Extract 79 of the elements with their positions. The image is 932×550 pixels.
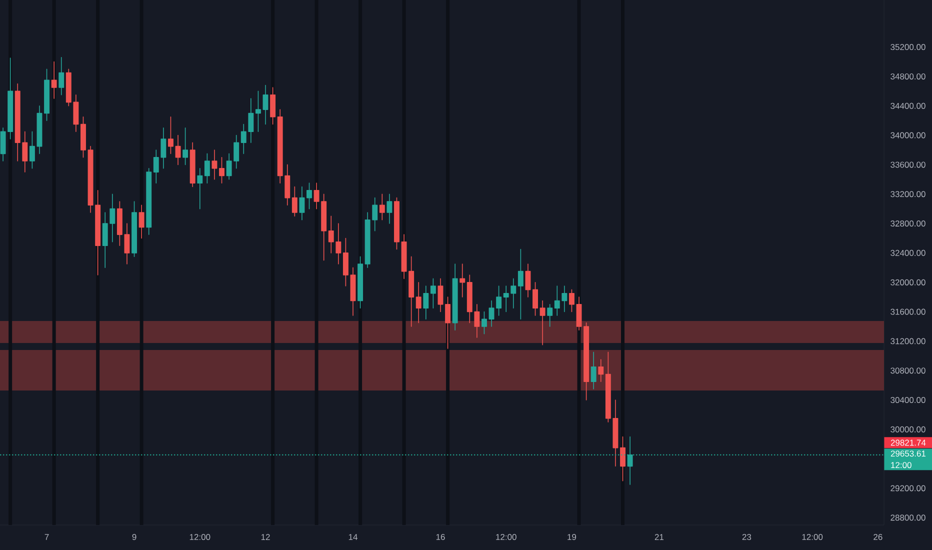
candlestick — [386, 194, 392, 224]
y-tick-label: 30000.00 — [890, 426, 926, 432]
candlestick — [525, 264, 531, 298]
candlestick — [44, 68, 50, 121]
x-tick-label: 14 — [348, 534, 358, 540]
candlestick — [175, 134, 181, 166]
candlestick — [430, 278, 436, 308]
candlestick — [584, 322, 590, 400]
x-tick-label: 7 — [44, 534, 49, 540]
candlestick — [482, 311, 487, 334]
y-tick-label: 32400.00 — [890, 250, 926, 256]
candlestick — [394, 197, 400, 250]
x-tick-label: 12:00 — [802, 534, 823, 540]
candlestick — [219, 156, 224, 184]
candlestick — [605, 352, 611, 422]
x-tick-label: 12:00 — [496, 534, 516, 540]
x-tick-label: 9 — [132, 534, 136, 540]
candlestick — [358, 256, 364, 308]
candlestick — [342, 238, 348, 286]
candlestick — [190, 142, 196, 188]
candlestick — [51, 61, 57, 99]
text: 29821.74 — [890, 440, 926, 446]
candlestick — [445, 296, 451, 349]
candlestick — [270, 87, 276, 125]
candlestick — [460, 264, 466, 298]
ref-line-label: 29653.61 — [890, 450, 926, 457]
x-tick-label: 12:00 — [190, 534, 210, 540]
candlestick — [540, 300, 546, 346]
y-tick-label: 34400.00 — [890, 102, 926, 109]
candlestick — [438, 278, 444, 312]
text: 12:00 — [891, 462, 912, 468]
candlestick — [262, 84, 268, 125]
y-tick-label: 31600.00 — [890, 308, 926, 315]
y-tick-label: 34000.00 — [890, 132, 926, 138]
candlestick — [620, 436, 626, 482]
candlestick — [568, 289, 574, 312]
y-tick-label: 29200.00 — [890, 485, 926, 492]
candlestick — [212, 150, 218, 180]
candlestick — [292, 186, 298, 217]
y-tick-label: 30400.00 — [890, 396, 926, 403]
y-tick-label: 32000.00 — [890, 279, 926, 286]
candlestick — [416, 282, 422, 324]
candlestick — [88, 146, 94, 213]
candlestick — [204, 153, 210, 184]
candlestick — [306, 182, 312, 210]
candlestick — [132, 201, 138, 258]
candlestick — [138, 204, 144, 239]
candlestick — [612, 400, 618, 467]
x-tick-label: 19 — [568, 534, 576, 540]
candlestick — [379, 194, 385, 220]
y-tick-label: 34800.00 — [890, 73, 926, 80]
candlestick — [197, 168, 203, 210]
candlestick — [452, 264, 458, 331]
candlestick — [80, 116, 86, 158]
x-tick-label: 21 — [654, 534, 664, 540]
x-tick-label: 23 — [742, 534, 752, 540]
candlestick — [299, 186, 305, 220]
candlestick — [576, 296, 582, 331]
y-tick-label: 35200.00 — [890, 44, 926, 50]
x-tick-label: 12 — [261, 534, 270, 540]
candlestick — [423, 286, 429, 320]
candlestick — [547, 304, 553, 327]
candlestick — [598, 359, 604, 382]
candlestick — [36, 105, 42, 154]
candlestick — [590, 352, 596, 390]
candlestick — [350, 267, 356, 316]
y-tick-label: 30800.00 — [890, 368, 926, 374]
candlestick — [532, 282, 538, 316]
y-tick-label: 31200.00 — [890, 338, 926, 344]
candlestick — [146, 168, 152, 235]
y-tick-label: 28800.00 — [890, 514, 926, 521]
y-tick-label: 33200.00 — [890, 191, 926, 198]
x-tick-label: 16 — [436, 534, 445, 540]
candlestick — [29, 131, 35, 169]
candlestick — [95, 190, 101, 276]
y-tick-label: 33600.00 — [890, 162, 926, 168]
y-tick-label: 32800.00 — [890, 220, 926, 227]
x-tick-label: 26 — [874, 534, 882, 540]
candlestick — [58, 56, 64, 96]
